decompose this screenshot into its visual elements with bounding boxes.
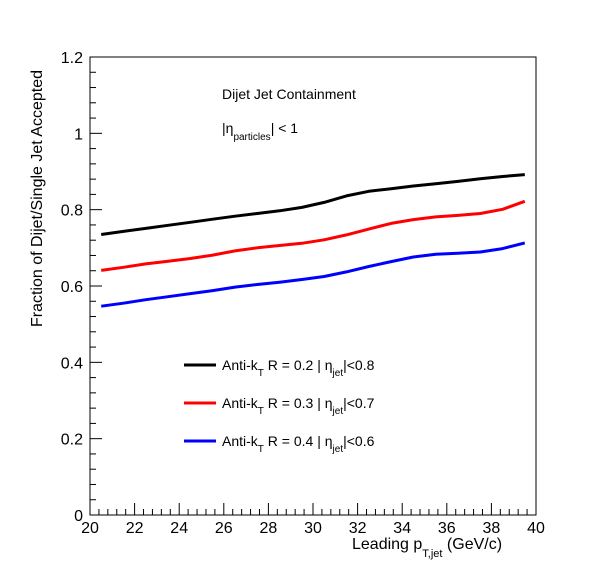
y-tick-label: 0.4 <box>61 355 83 372</box>
series-group <box>100 173 526 308</box>
y-tick-label: 0.8 <box>61 203 83 220</box>
series-line-3 <box>100 241 526 308</box>
y-tick-label: 1 <box>74 126 83 143</box>
x-tick-label: 28 <box>260 520 278 537</box>
x-tick-label: 30 <box>304 520 322 537</box>
legend-label-1: Anti-kT R = 0.2 | ηjet|<0.8 <box>222 357 375 379</box>
legend-label-2: Anti-kT R = 0.3 | ηjet|<0.7 <box>222 395 375 417</box>
y-axis-ticks <box>90 56 102 516</box>
series-line-2 <box>100 199 526 272</box>
y-tick-label: 0.2 <box>61 432 83 449</box>
legend-label-3: Anti-kT R = 0.4 | ηjet|<0.6 <box>222 433 375 455</box>
x-tick-label: 20 <box>81 520 99 537</box>
series-line-1 <box>100 173 525 236</box>
y-tick-label: 1.2 <box>61 50 83 67</box>
x-tick-label: 36 <box>438 520 456 537</box>
y-tick-label: 0.6 <box>61 279 83 296</box>
x-tick-label: 38 <box>483 520 501 537</box>
x-axis-ticks <box>89 503 537 515</box>
x-tick-label: 34 <box>393 520 411 537</box>
y-axis-title: Fraction of Dijet/Single Jet Accepted <box>29 70 46 327</box>
x-axis-tick-labels: 20 22 24 26 28 30 32 34 36 38 40 <box>81 520 545 537</box>
annotation-title: Dijet Jet Containment <box>222 86 356 102</box>
y-tick-label: 0 <box>74 508 83 525</box>
x-tick-label: 24 <box>170 520 188 537</box>
annotation-eta-cut: |ηparticles| < 1 <box>222 120 298 143</box>
x-tick-label: 22 <box>126 520 144 537</box>
x-tick-label: 26 <box>215 520 233 537</box>
x-axis-title: Leading pT,jet (GeV/c) <box>352 536 502 560</box>
y-axis-tick-labels: 0 0.2 0.4 0.6 0.8 1 1.2 <box>61 50 83 525</box>
legend: Anti-kT R = 0.2 | ηjet|<0.8 Anti-kT R = 0… <box>184 357 375 455</box>
x-tick-label: 40 <box>527 520 545 537</box>
x-tick-label: 32 <box>349 520 367 537</box>
